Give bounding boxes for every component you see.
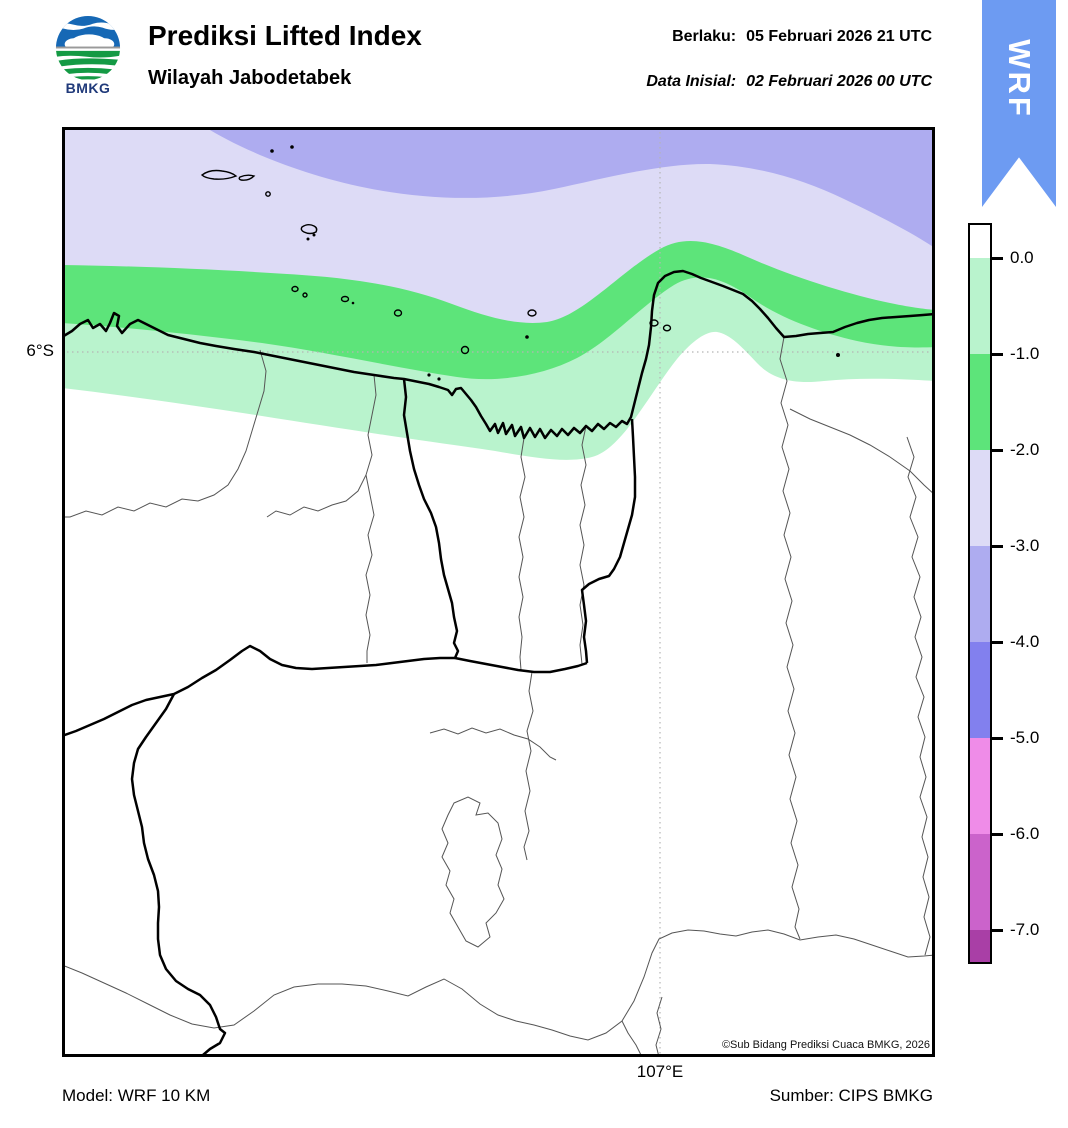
lon-axis-label: 107°E xyxy=(636,1062,684,1081)
admin-boundary-tangerang-kota xyxy=(266,374,377,518)
li-band-minus2-to-minus3 xyxy=(62,127,935,323)
colorbar-tick xyxy=(990,256,1003,260)
lat-axis-label: 6°S xyxy=(26,341,54,360)
colorbar-tick-label: -1.0 xyxy=(1010,344,1040,363)
colorbar-tick xyxy=(990,448,1003,452)
colorbar xyxy=(968,223,992,964)
admin-boundary-tangsel xyxy=(365,474,375,663)
admin-boundary-northeast xyxy=(789,408,935,496)
map-canvas xyxy=(62,127,935,1057)
colorbar-tick-label: -3.0 xyxy=(1010,536,1040,555)
colorbar-segment xyxy=(970,930,990,962)
province-boundary-dki-west xyxy=(402,378,460,659)
colorbar-segment xyxy=(970,834,990,930)
wrf-ribbon: WRF xyxy=(982,0,1056,207)
bmkg-logo-icon xyxy=(55,15,121,81)
colorbar-tick-label: -2.0 xyxy=(1010,440,1040,459)
islands-group xyxy=(200,145,840,381)
model-label: Model: WRF 10 KM xyxy=(62,1086,211,1105)
admin-boundary-tangerang xyxy=(62,349,267,518)
colorbar-tick-label: -6.0 xyxy=(1010,824,1040,843)
admin-boundaries-group xyxy=(62,336,935,1057)
colorbar-segment xyxy=(970,354,990,450)
source-label: Sumber: CIPS BMKG xyxy=(769,1086,933,1105)
bmkg-logo-label: BMKG xyxy=(65,80,111,96)
province-boundaries-group xyxy=(62,378,637,1057)
valid-time-line: Berlaku: 05 Februari 2026 21 UTC xyxy=(672,28,932,46)
colorbar-segment xyxy=(970,258,990,354)
initial-time-label: Data Inisial: xyxy=(646,73,737,90)
admin-boundary-depok-west xyxy=(523,671,534,861)
colorbar-tick xyxy=(990,544,1003,548)
valid-time-label: Berlaku: xyxy=(672,28,737,45)
admin-boundary-jakarta-inner-east xyxy=(579,425,587,665)
colorbar-tick xyxy=(990,928,1003,932)
colorbar-segment xyxy=(970,225,990,258)
bmkg-logo: BMKG xyxy=(52,14,124,96)
province-boundary-banten-south xyxy=(130,693,227,1057)
page-subtitle: Wilayah Jabodetabek xyxy=(148,67,352,89)
colorbar-tick-label: -7.0 xyxy=(1010,920,1040,939)
colorbar-tick-label: -5.0 xyxy=(1010,728,1040,747)
initial-time-line: Data Inisial: 02 Februari 2026 00 UTC xyxy=(646,73,932,91)
admin-boundary-jakarta-inner-west xyxy=(518,437,526,671)
admin-boundary-river xyxy=(655,996,663,1057)
wrf-ribbon-label: WRF xyxy=(1002,39,1037,119)
province-boundary-banten-jabar xyxy=(62,644,455,738)
province-boundary-dki-south xyxy=(454,656,588,674)
colorbar-tick xyxy=(990,832,1003,836)
page-title: Prediksi Lifted Index xyxy=(148,20,422,51)
admin-boundary-bogor-south xyxy=(62,929,935,1041)
colorbar-tick xyxy=(990,352,1003,356)
colorbar-tick xyxy=(990,736,1003,740)
li-band-minus3-to-minus4 xyxy=(205,127,935,248)
colorbar-segment xyxy=(970,450,990,546)
initial-time-value: 02 Februari 2026 00 UTC xyxy=(746,73,932,90)
valid-time-value: 05 Februari 2026 21 UTC xyxy=(746,28,932,45)
map-copyright: ©Sub Bidang Prediksi Cuaca BMKG, 2026 xyxy=(721,1039,930,1051)
map-frame xyxy=(62,127,935,1057)
colorbar-segment xyxy=(970,546,990,642)
admin-boundary-bekasi-karawang xyxy=(779,336,801,940)
map-border xyxy=(62,127,935,1057)
admin-boundary-east xyxy=(906,436,931,956)
admin-boundary-bogor-branch xyxy=(621,1020,643,1057)
colorbar-tick xyxy=(990,640,1003,644)
colorbar-segment xyxy=(970,642,990,738)
colorbar-tick-label: 0.0 xyxy=(1010,248,1034,267)
colorbar-segment xyxy=(970,738,990,834)
province-boundary-dki-east xyxy=(580,418,637,664)
coastline-path xyxy=(62,269,935,440)
admin-boundary-depok-south xyxy=(429,727,557,761)
colorbar-tick-label: -4.0 xyxy=(1010,632,1040,651)
admin-boundary-kota-bogor xyxy=(441,796,505,948)
